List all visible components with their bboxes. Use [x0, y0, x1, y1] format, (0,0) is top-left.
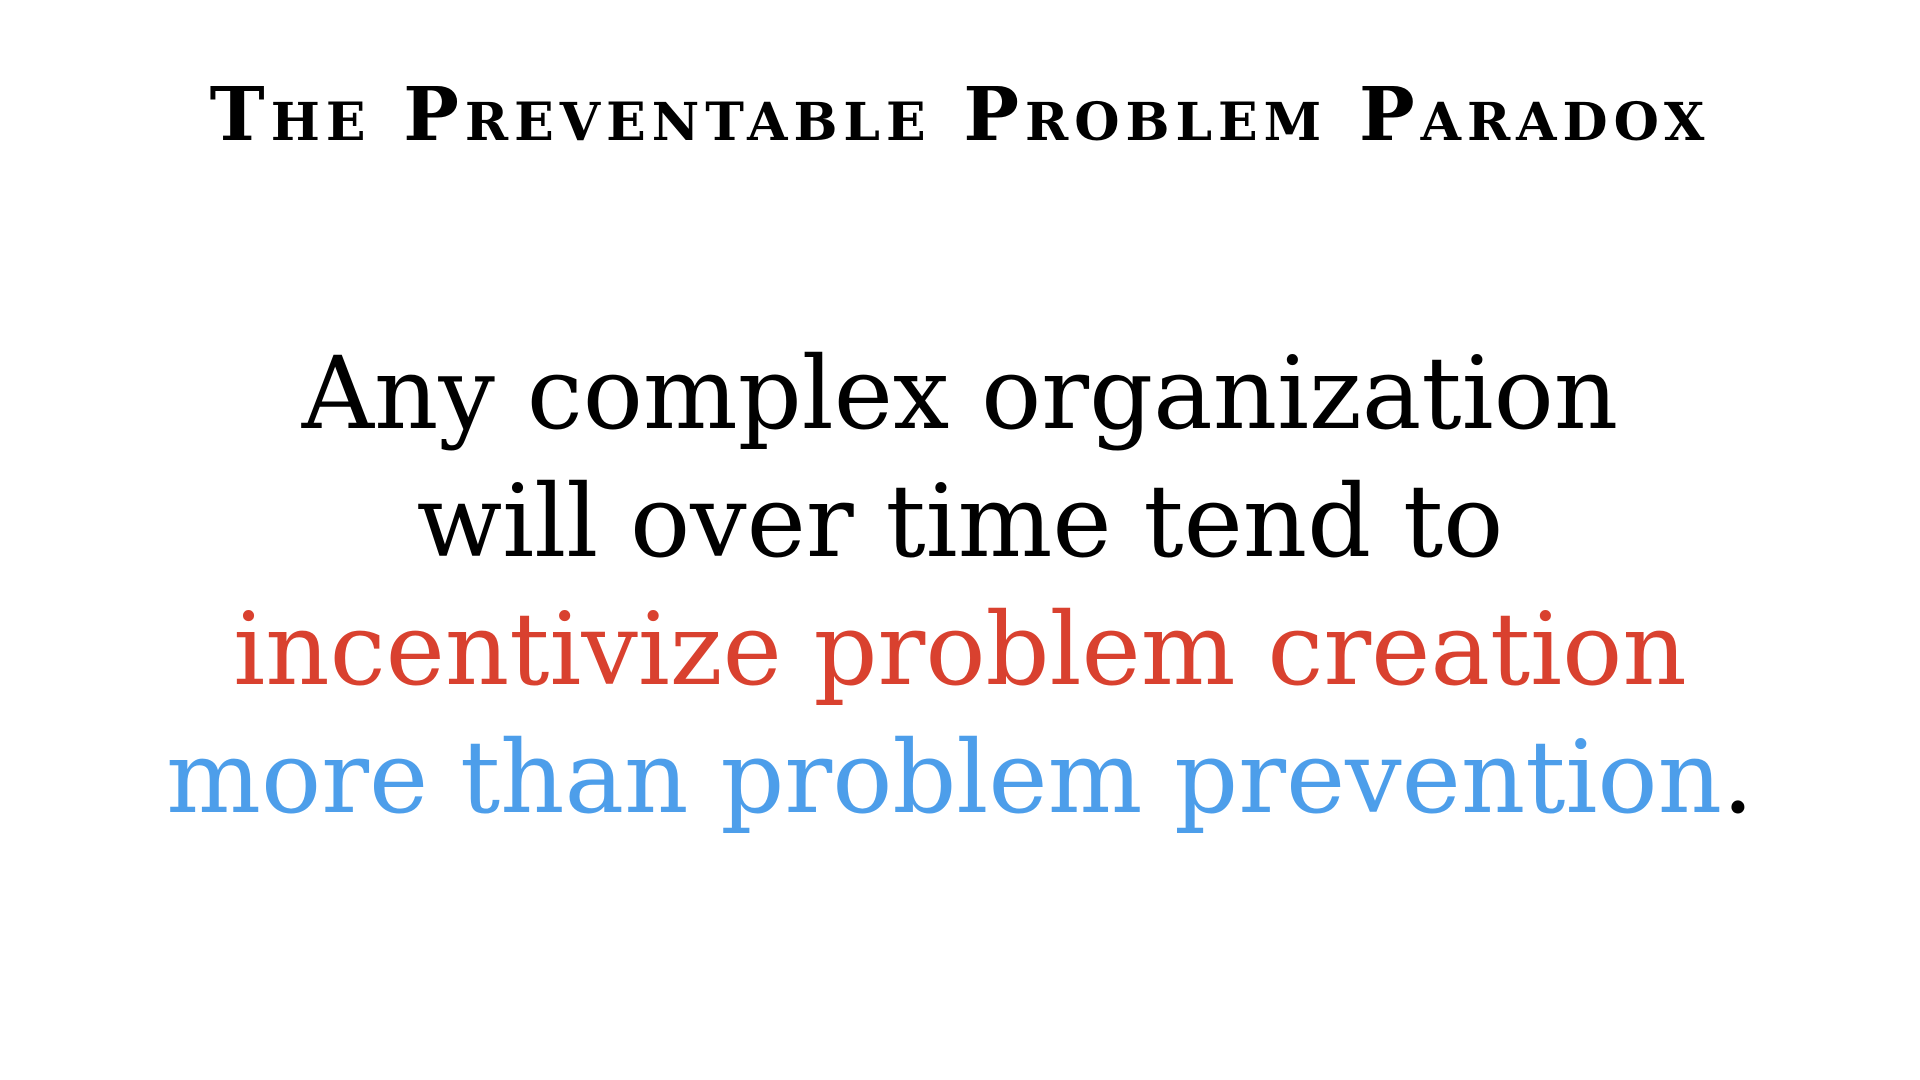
body-line-4: more than problem prevention. [0, 714, 1920, 842]
body-line-1: Any complex organization [301, 335, 1619, 452]
body-line-4-period: . [1722, 719, 1754, 836]
body-line-3-red: incentivize problem creation [233, 591, 1687, 708]
body-line-2: will over time tend to [416, 463, 1504, 580]
slide-title: The Preventable Problem Paradox [209, 72, 1711, 158]
slide-body: Any complex organization will over time … [0, 330, 1920, 842]
body-line-4-blue: more than problem prevention [166, 719, 1723, 836]
